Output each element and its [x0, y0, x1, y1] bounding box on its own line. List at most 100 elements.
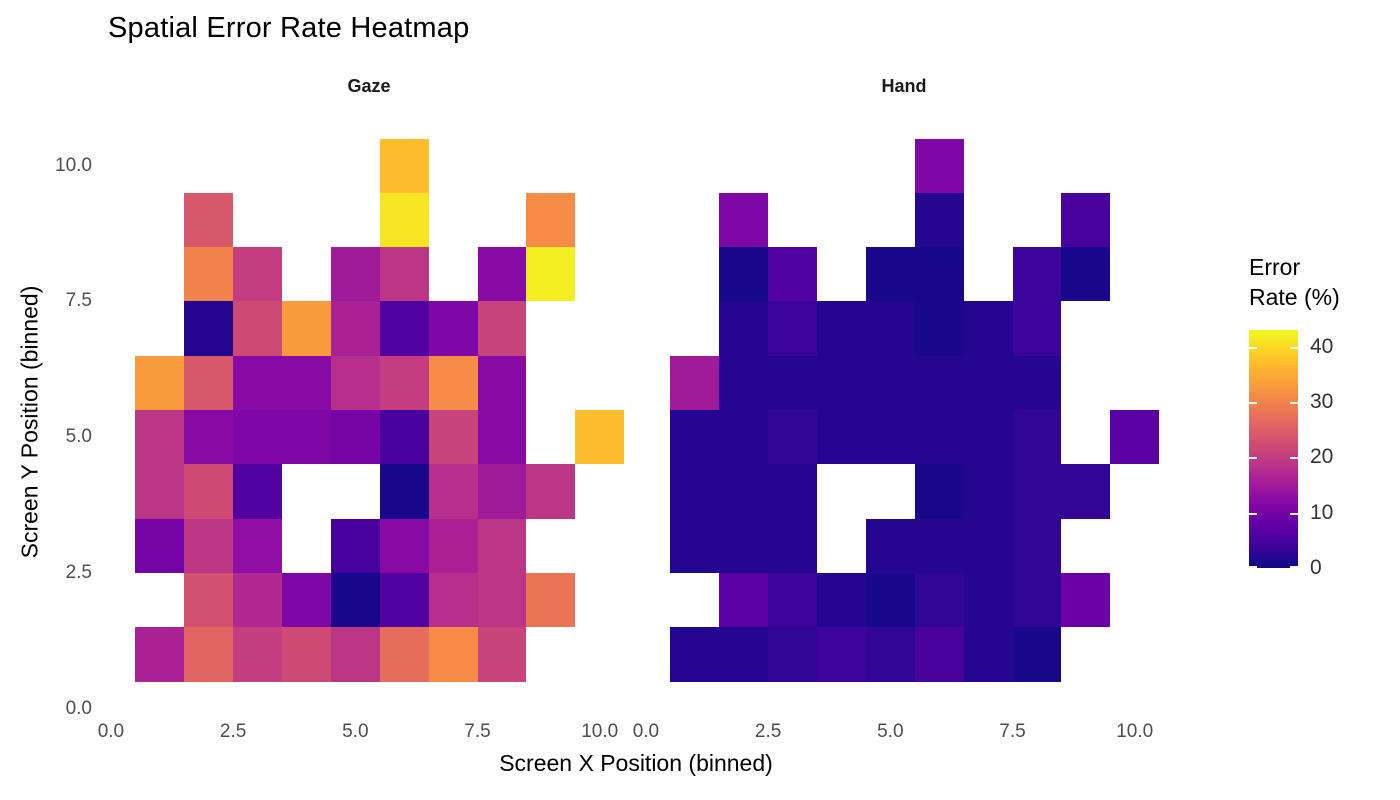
heatmap-tile	[1012, 247, 1062, 302]
heatmap-tile	[330, 518, 380, 573]
heatmap-tile	[963, 518, 1013, 573]
legend-tick-mark	[1290, 401, 1298, 404]
heatmap-tile	[575, 410, 625, 465]
heatmap-tile	[1012, 572, 1062, 628]
heatmap-tile	[526, 464, 576, 519]
heatmap-tile	[330, 247, 380, 302]
heatmap-tile	[1061, 247, 1111, 302]
x-tick-label: 5.0	[342, 721, 369, 742]
heatmap-tile	[768, 355, 817, 411]
heatmap-tile	[719, 572, 769, 628]
heatmap-tile	[1061, 192, 1111, 248]
heatmap-tile	[428, 572, 478, 628]
legend-tick-mark	[1290, 346, 1298, 349]
heatmap-tile	[914, 518, 964, 573]
heatmap-tile	[379, 247, 429, 302]
heatmap-tile	[428, 627, 478, 682]
heatmap-tile	[670, 464, 720, 519]
legend-tick-label: 40	[1310, 334, 1334, 358]
heatmap-tile	[330, 572, 380, 628]
heatmap-tile	[914, 301, 964, 356]
heatmap-tile	[526, 572, 576, 628]
heatmap-tile	[817, 572, 866, 628]
heatmap-tile	[1061, 572, 1111, 628]
heatmap-tile	[184, 247, 234, 302]
heatmap-tile	[330, 627, 380, 682]
heatmap-tile	[379, 518, 429, 573]
heatmap-tile	[817, 301, 866, 356]
x-axis-title: Screen X Position (binned)	[499, 750, 773, 776]
heatmap-tile	[184, 355, 234, 411]
legend-tick-mark	[1249, 401, 1257, 404]
heatmap-tile	[282, 572, 331, 628]
heatmap-tile	[914, 572, 964, 628]
heatmap-tile	[1012, 627, 1062, 682]
heatmap-tile	[477, 410, 527, 465]
heatmap-tile	[865, 355, 915, 411]
legend-tick-mark	[1290, 457, 1298, 460]
heatmap-tile	[914, 627, 964, 682]
legend-tick-mark	[1290, 512, 1298, 515]
heatmap-tile	[477, 355, 527, 411]
heatmap-tile	[914, 192, 964, 248]
x-tick-label: 10.0	[1116, 721, 1154, 742]
heatmap-tile	[914, 247, 964, 302]
heatmap-tile	[379, 464, 429, 519]
facet-strip-hand: Hand	[881, 76, 927, 96]
x-tick-label: 7.5	[464, 721, 491, 742]
heatmap-tile	[477, 464, 527, 519]
heatmap-tile	[719, 410, 769, 465]
heatmap-tile	[379, 627, 429, 682]
y-tick-label: 2.5	[65, 561, 92, 583]
heatmap-tile	[963, 464, 1013, 519]
heatmap-tile	[670, 355, 720, 411]
heatmap-tile	[184, 572, 234, 628]
legend-error-rate: Error Rate (%) 0 10 20 30 40	[1249, 252, 1400, 582]
heatmap-tile	[963, 355, 1013, 411]
heatmap-tile	[379, 355, 429, 411]
heatmap-tile	[817, 410, 866, 465]
heatmap-tile	[233, 518, 282, 573]
heatmap-tile	[379, 192, 429, 248]
heatmap-tile	[135, 627, 185, 682]
plot-title: Spatial Error Rate Heatmap	[108, 12, 470, 44]
heatmap-panel-gaze	[108, 131, 630, 713]
heatmap-tile	[719, 192, 769, 248]
heatmap-tile	[1012, 464, 1062, 519]
heatmap-tile	[1012, 355, 1062, 411]
heatmap-tile	[914, 410, 964, 465]
x-tick-label: 0.0	[632, 721, 660, 742]
heatmap-panel-hand	[643, 131, 1165, 713]
heatmap-tile	[817, 355, 866, 411]
heatmap-tile	[963, 301, 1013, 356]
heatmap-tile	[865, 572, 915, 628]
heatmap-tile	[135, 410, 185, 465]
legend-tick-mark	[1249, 346, 1257, 349]
legend-title-line2: Rate (%)	[1249, 284, 1340, 310]
heatmap-tile	[233, 247, 282, 302]
legend-tick-label: 20	[1310, 445, 1334, 469]
heatmap-tile	[428, 518, 478, 573]
legend-colorbar	[1249, 330, 1298, 568]
legend-tick-mark	[1249, 457, 1257, 460]
heatmap-tile	[233, 355, 282, 411]
heatmap-tile	[330, 410, 380, 465]
heatmap-tile	[768, 518, 817, 573]
heatmap-tile	[1012, 301, 1062, 356]
heatmap-tile	[135, 355, 185, 411]
heatmap-tile	[526, 247, 576, 302]
heatmap-tile	[670, 518, 720, 573]
heatmap-tile	[768, 410, 817, 465]
legend-tick-mark	[1249, 566, 1257, 568]
heatmap-tile	[379, 410, 429, 465]
heatmap-tile	[719, 464, 769, 519]
heatmap-tile	[670, 410, 720, 465]
heatmap-tile	[914, 464, 964, 519]
legend-tick-mark	[1249, 512, 1257, 515]
heatmap-tile	[477, 627, 527, 682]
legend-tick-label: 30	[1310, 389, 1334, 413]
heatmap-tile	[184, 192, 234, 248]
heatmap-tile	[768, 301, 817, 356]
x-tick-label: 0.0	[97, 721, 125, 742]
